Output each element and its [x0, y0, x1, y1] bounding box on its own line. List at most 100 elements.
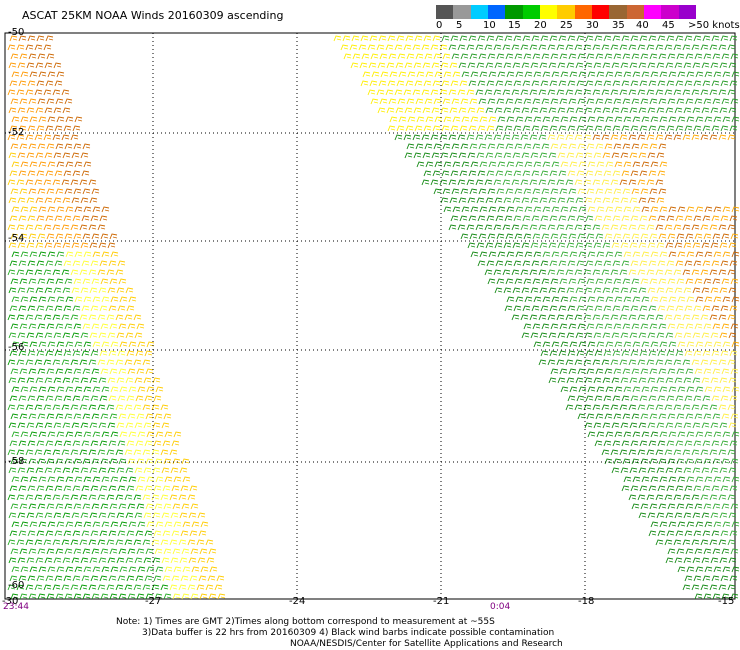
wind-barb [595, 368, 604, 375]
wind-barb [152, 467, 161, 474]
wind-barb [461, 71, 470, 78]
wind-barb [449, 62, 458, 69]
wind-barb [368, 62, 377, 69]
wind-barb [496, 233, 505, 240]
wind-barb [675, 125, 684, 132]
wind-barb [460, 98, 469, 105]
wind-barb [488, 161, 497, 168]
wind-barb [675, 35, 684, 42]
wind-barb [470, 71, 479, 78]
wind-barb [53, 197, 62, 204]
wind-barb [116, 287, 125, 294]
wind-barb [126, 575, 135, 582]
wind-barb [91, 233, 100, 240]
wind-barb [703, 323, 712, 330]
wind-barb [686, 386, 695, 393]
wind-barb [659, 206, 668, 213]
wind-barb [613, 323, 622, 330]
wind-barb [523, 98, 532, 105]
wind-barb [694, 278, 703, 285]
wind-barb [585, 305, 594, 312]
wind-barb [36, 395, 45, 402]
wind-barb [620, 197, 629, 204]
wind-barb [154, 593, 163, 600]
wind-barb [469, 53, 478, 60]
wind-barb [512, 152, 521, 159]
wind-barb [70, 224, 79, 231]
wind-barb [469, 143, 478, 150]
wind-barb [701, 62, 710, 69]
wind-barb [28, 233, 37, 240]
wind-barb [414, 80, 423, 87]
wind-barb [623, 341, 632, 348]
wind-barb [539, 287, 548, 294]
wind-barb [412, 134, 421, 141]
wind-barb [512, 197, 521, 204]
wind-barb [415, 53, 424, 60]
wind-barb [603, 350, 612, 357]
wind-barb [583, 224, 592, 231]
wind-barb [439, 89, 448, 96]
wind-barb [666, 485, 675, 492]
wind-barb [47, 161, 56, 168]
wind-barb [596, 116, 605, 123]
wind-barb [713, 206, 722, 213]
wind-barb [628, 224, 637, 231]
wind-barb [162, 530, 171, 537]
wind-barb [27, 530, 36, 537]
wind-barb [709, 44, 718, 51]
wind-barb [703, 548, 712, 555]
wind-barb [719, 467, 728, 474]
wind-barb [82, 233, 91, 240]
wind-barb [479, 206, 488, 213]
wind-barb [686, 116, 695, 123]
wind-barb [190, 548, 199, 555]
wind-barb [558, 215, 567, 222]
wind-barb [47, 566, 56, 573]
wind-barb [142, 584, 151, 591]
wind-barb [37, 233, 46, 240]
wind-barb [524, 251, 533, 258]
wind-barb [577, 233, 586, 240]
wind-barb [101, 566, 110, 573]
wind-barb [370, 98, 379, 105]
wind-barb [729, 575, 738, 582]
wind-barb [648, 350, 657, 357]
wind-barb [683, 107, 692, 114]
wind-barb [137, 386, 146, 393]
wind-barb [56, 476, 65, 483]
wind-barb [585, 80, 594, 87]
wind-barb [639, 485, 648, 492]
wind-barb [63, 395, 72, 402]
wind-barb [128, 386, 137, 393]
wind-barb [596, 161, 605, 168]
wind-barb [9, 125, 18, 132]
wind-barb [80, 557, 89, 564]
wind-barb [592, 89, 601, 96]
wind-barb [99, 215, 108, 222]
wind-barb [583, 134, 592, 141]
wind-barb [38, 386, 47, 393]
wind-barb [110, 296, 119, 303]
wind-barb [20, 251, 29, 258]
wind-barb [558, 35, 567, 42]
wind-barb [61, 269, 70, 276]
wind-barb [657, 35, 666, 42]
wind-barb [433, 53, 442, 60]
wind-barb [578, 116, 587, 123]
wind-barb [549, 170, 558, 177]
wind-barb [675, 395, 684, 402]
wind-barb [648, 440, 657, 447]
wind-barb [61, 134, 70, 141]
wind-barb [682, 44, 691, 51]
wind-barb [664, 89, 673, 96]
wind-barb [569, 296, 578, 303]
wind-barb [441, 170, 450, 177]
wind-barb [718, 224, 727, 231]
wind-barb [8, 62, 17, 69]
wind-barb [585, 215, 594, 222]
wind-barb [693, 35, 702, 42]
wind-barb [47, 296, 56, 303]
wind-barb [90, 395, 99, 402]
wind-barb [65, 251, 74, 258]
